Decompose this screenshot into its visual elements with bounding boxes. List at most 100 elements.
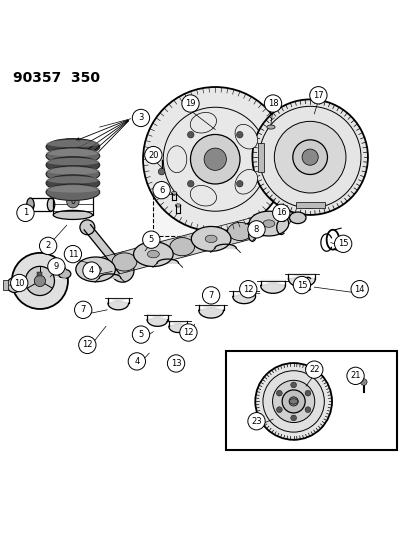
- Circle shape: [25, 266, 55, 295]
- Ellipse shape: [190, 185, 216, 206]
- Ellipse shape: [26, 198, 34, 211]
- Circle shape: [290, 415, 296, 421]
- Text: 7: 7: [81, 305, 85, 314]
- Polygon shape: [232, 292, 255, 304]
- Circle shape: [158, 168, 164, 175]
- Polygon shape: [214, 244, 236, 248]
- Circle shape: [274, 122, 345, 193]
- Text: 15: 15: [296, 280, 306, 289]
- Text: 0: 0: [70, 197, 75, 206]
- Circle shape: [290, 382, 296, 388]
- Circle shape: [350, 280, 368, 298]
- Circle shape: [360, 379, 366, 385]
- Circle shape: [276, 407, 282, 413]
- Circle shape: [64, 246, 81, 263]
- Polygon shape: [99, 274, 121, 278]
- Circle shape: [163, 107, 267, 211]
- Circle shape: [309, 86, 326, 104]
- Ellipse shape: [90, 265, 101, 273]
- Circle shape: [11, 282, 18, 288]
- Bar: [37, 272, 42, 276]
- Circle shape: [152, 182, 170, 199]
- Text: 19: 19: [185, 99, 195, 108]
- Ellipse shape: [46, 149, 100, 156]
- Text: 8: 8: [253, 225, 259, 234]
- Circle shape: [236, 132, 242, 138]
- Circle shape: [187, 181, 194, 187]
- Polygon shape: [260, 280, 285, 293]
- Text: 2: 2: [45, 241, 51, 251]
- Circle shape: [304, 390, 310, 396]
- Ellipse shape: [171, 191, 176, 195]
- Ellipse shape: [248, 230, 256, 241]
- Polygon shape: [84, 225, 125, 273]
- Polygon shape: [295, 202, 324, 208]
- Ellipse shape: [280, 217, 290, 225]
- Ellipse shape: [112, 253, 137, 271]
- Polygon shape: [258, 143, 263, 172]
- Polygon shape: [147, 315, 167, 326]
- Ellipse shape: [58, 269, 71, 278]
- Ellipse shape: [46, 167, 100, 174]
- Ellipse shape: [166, 146, 186, 173]
- Ellipse shape: [235, 169, 257, 194]
- Text: 5: 5: [148, 235, 154, 244]
- Circle shape: [132, 109, 149, 127]
- Ellipse shape: [175, 204, 180, 207]
- Ellipse shape: [46, 158, 100, 165]
- Circle shape: [132, 326, 149, 343]
- Circle shape: [78, 336, 96, 353]
- Circle shape: [12, 253, 68, 309]
- Ellipse shape: [147, 251, 159, 258]
- Circle shape: [143, 87, 287, 231]
- Circle shape: [272, 381, 314, 423]
- Text: 5: 5: [138, 330, 143, 339]
- Ellipse shape: [47, 198, 55, 211]
- Circle shape: [145, 147, 161, 164]
- Ellipse shape: [289, 212, 305, 223]
- Circle shape: [236, 181, 242, 187]
- Ellipse shape: [46, 148, 100, 164]
- Circle shape: [204, 148, 226, 171]
- Text: 12: 12: [82, 341, 93, 350]
- Circle shape: [34, 276, 45, 287]
- Bar: [3, 280, 8, 290]
- Ellipse shape: [266, 125, 274, 129]
- Ellipse shape: [46, 157, 100, 173]
- Circle shape: [292, 277, 310, 294]
- Ellipse shape: [46, 175, 100, 191]
- Circle shape: [272, 204, 289, 222]
- Ellipse shape: [227, 222, 252, 240]
- Text: 16: 16: [275, 208, 286, 217]
- Polygon shape: [108, 298, 128, 310]
- Circle shape: [142, 231, 159, 248]
- Ellipse shape: [235, 124, 257, 149]
- Circle shape: [259, 106, 360, 208]
- Ellipse shape: [53, 182, 92, 191]
- Text: 12: 12: [183, 328, 193, 337]
- Circle shape: [292, 140, 327, 174]
- Circle shape: [190, 134, 240, 184]
- Bar: [225, 351, 396, 450]
- Ellipse shape: [46, 140, 100, 147]
- Circle shape: [47, 258, 65, 275]
- Circle shape: [288, 397, 297, 406]
- Circle shape: [181, 95, 199, 112]
- Circle shape: [179, 324, 197, 341]
- Circle shape: [11, 274, 28, 292]
- Circle shape: [202, 287, 219, 304]
- Text: 1: 1: [23, 208, 28, 217]
- Circle shape: [111, 259, 134, 282]
- Ellipse shape: [262, 220, 274, 227]
- Circle shape: [281, 390, 304, 413]
- Text: 14: 14: [354, 285, 364, 294]
- Ellipse shape: [205, 235, 216, 243]
- Text: 4: 4: [134, 357, 139, 366]
- Circle shape: [167, 355, 184, 372]
- Polygon shape: [150, 237, 184, 264]
- Text: 18: 18: [267, 99, 278, 108]
- Ellipse shape: [46, 185, 100, 192]
- Circle shape: [7, 278, 22, 293]
- Circle shape: [264, 95, 281, 112]
- Circle shape: [74, 301, 92, 319]
